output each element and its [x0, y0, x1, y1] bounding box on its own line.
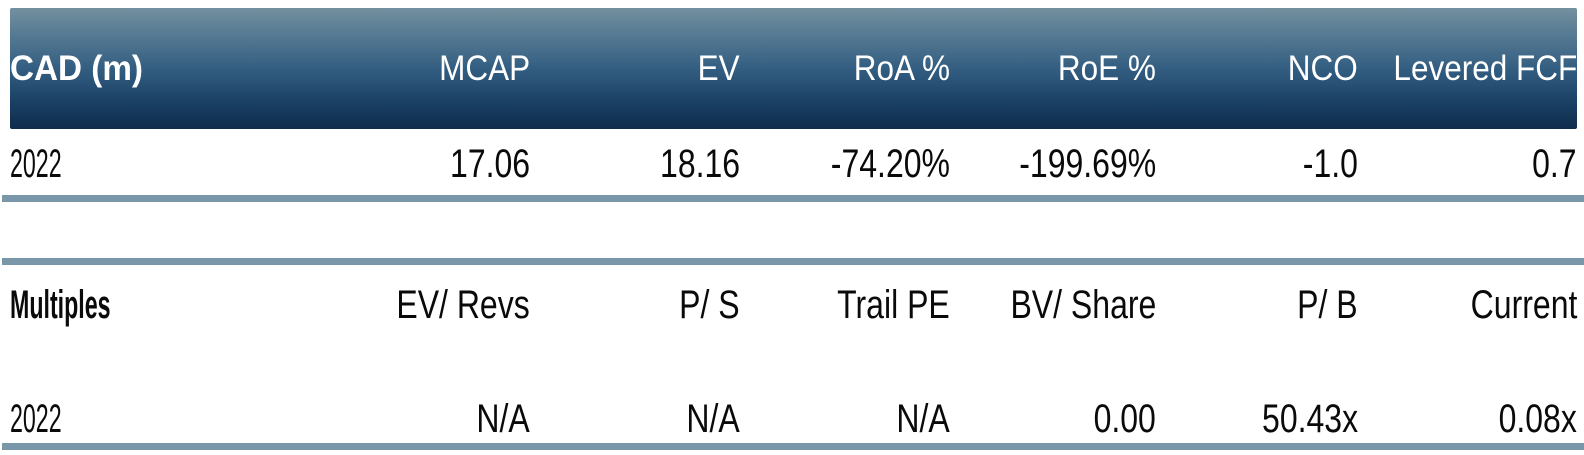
header-cell-levered-fcf: Levered FCF [1393, 48, 1577, 88]
header-cell-cad-m: CAD (m) [10, 48, 143, 88]
cell-roe: -199.69% [1019, 142, 1156, 186]
cell-trail-pe: N/A [896, 396, 950, 441]
cell-ev: 18.16 [659, 142, 740, 186]
multiples-header-row: Multiples EV/ Revs P/ S Trail PE BV/ Sha… [10, 265, 1577, 345]
financials-header-row: CAD (m) MCAP EV RoA % RoE % NCO Levered … [10, 8, 1577, 129]
section-divider-bar [2, 258, 1584, 265]
section-divider-bar [2, 443, 1584, 450]
cell-roa: -74.20% [830, 142, 950, 186]
cell-nco: -1.0 [1302, 142, 1358, 186]
header-cell-multiples: Multiples [10, 282, 111, 327]
header-cell-nco: NCO [1287, 48, 1358, 88]
header-cell-ev-revs: EV/ Revs [396, 282, 530, 327]
financials-data-row-2022: 2022 17.06 18.16 -74.20% -199.69% -1.0 0… [10, 129, 1577, 195]
header-cell-trail-pe: Trail PE [837, 282, 950, 327]
cell-year: 2022 [10, 142, 62, 186]
header-cell-mcap: MCAP [438, 48, 530, 88]
section-divider-bar [2, 195, 1584, 202]
cell-ps: N/A [686, 396, 740, 441]
header-cell-roe: RoE % [1057, 48, 1156, 88]
cell-pb: 50.43x [1261, 396, 1358, 441]
cell-mcap: 17.06 [449, 142, 530, 186]
header-cell-ev: EV [697, 48, 740, 88]
top-margin [0, 0, 1584, 8]
multiples-table: Multiples EV/ Revs P/ S Trail PE BV/ Sha… [10, 265, 1577, 443]
section-gap [0, 202, 1584, 258]
header-cell-pb: P/ B [1297, 282, 1358, 327]
header-cell-bv-share: BV/ Share [1010, 282, 1156, 327]
cell-levered-fcf: 0.7 [1532, 142, 1577, 186]
header-cell-roa: RoA % [853, 48, 950, 88]
cell-year: 2022 [10, 396, 62, 441]
cell-current: 0.08x [1498, 396, 1577, 441]
multiples-data-row-2022: 2022 N/A N/A N/A 0.00 50.43x 0.08x [10, 395, 1577, 443]
header-cell-current: Current [1470, 282, 1577, 327]
cell-bv-share: 0.00 [1093, 396, 1156, 441]
cell-ev-revs: N/A [476, 396, 530, 441]
financials-table: CAD (m) MCAP EV RoA % RoE % NCO Levered … [10, 8, 1577, 195]
header-cell-ps: P/ S [679, 282, 740, 327]
multiples-row-gap [10, 345, 1577, 395]
